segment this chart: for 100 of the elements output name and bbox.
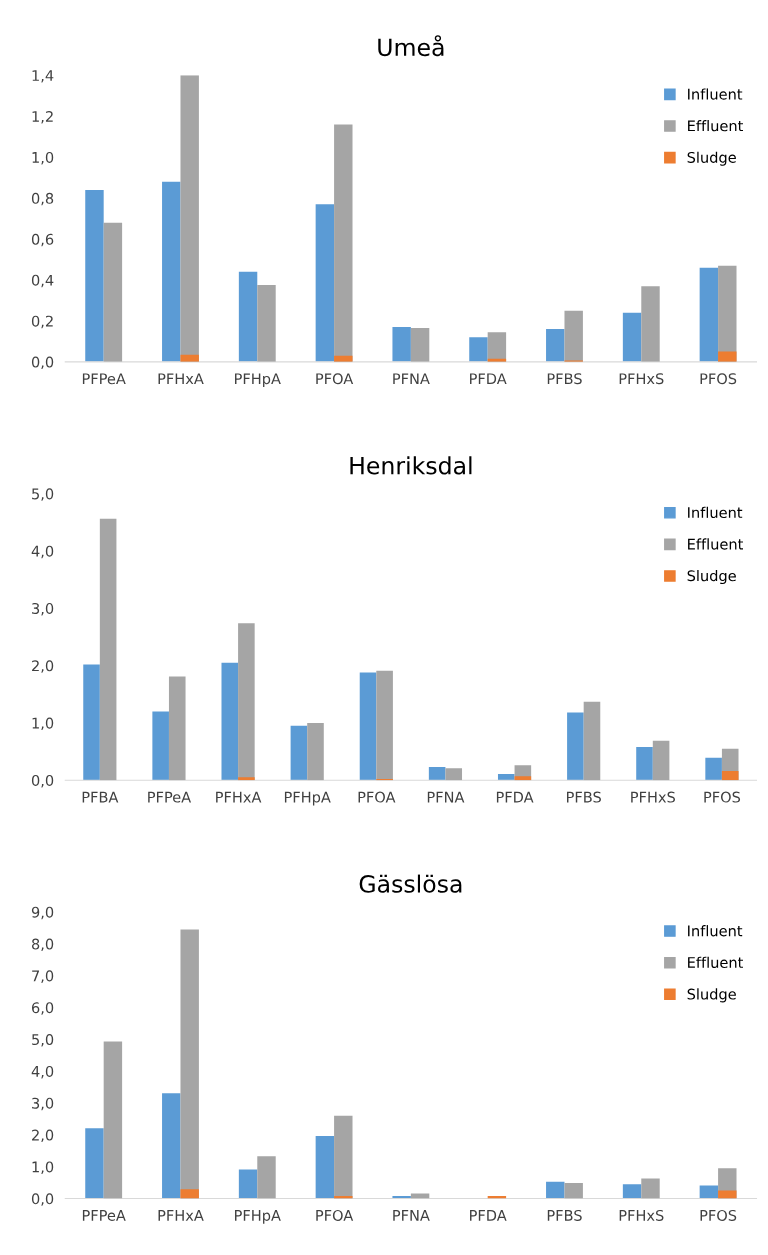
chart-title: Henriksdal — [350, 456, 472, 475]
y-tick-label: 0,0 — [31, 1193, 54, 1206]
legend-label: Effluent — [688, 538, 744, 550]
bar — [564, 1182, 583, 1199]
legend-label: Sludge — [687, 569, 736, 585]
bar — [238, 777, 255, 781]
bar — [315, 1136, 335, 1199]
bar — [514, 776, 532, 781]
bar — [564, 310, 583, 362]
y-tick-label: 8,0 — [31, 938, 54, 952]
y-tick-label: 5,0 — [32, 1034, 54, 1047]
x-tick-label: PFHxA — [158, 373, 204, 385]
x-tick-label: PFOS — [700, 1209, 737, 1221]
x-tick-label: PFBS — [547, 373, 582, 385]
y-tick-label: 4,0 — [31, 1065, 54, 1079]
x-tick-label: PFHxS — [619, 1209, 664, 1221]
bar — [257, 1156, 276, 1199]
bar — [103, 222, 123, 362]
y-tick-label: 3,0 — [32, 602, 54, 616]
bar — [85, 1128, 104, 1199]
y-tick-label: 0,6 — [31, 233, 54, 247]
bar — [699, 267, 719, 362]
bar — [445, 768, 463, 781]
bar — [376, 670, 393, 781]
bar — [168, 676, 186, 781]
bar — [583, 701, 601, 781]
x-tick-label: PFNA — [427, 791, 465, 803]
y-tick-label: 6,0 — [32, 1002, 54, 1015]
y-tick-label: 4,0 — [31, 545, 54, 559]
bar — [238, 1169, 258, 1199]
bar — [290, 725, 308, 781]
bar — [721, 771, 739, 781]
x-tick-label: PFDA — [470, 373, 507, 385]
x-tick-label: PFOA — [358, 791, 396, 803]
x-tick-label: PFNA — [393, 373, 430, 385]
y-tick-label: 7,0 — [32, 970, 54, 983]
x-tick-label: PFPeA — [148, 791, 192, 803]
x-tick-label: PFHpA — [235, 1210, 281, 1224]
bar — [469, 337, 488, 362]
x-tick-label: PFDA — [496, 791, 534, 803]
bar — [641, 1178, 660, 1199]
legend-label: Effluent — [688, 956, 744, 968]
x-tick-label: PFBS — [547, 1209, 582, 1221]
x-tick-label: PFOS — [700, 373, 737, 385]
y-tick-label: 1,0 — [32, 1161, 54, 1174]
x-tick-label: PFHxA — [216, 791, 262, 803]
bar — [652, 740, 670, 781]
x-tick-label: PFHxS — [631, 791, 675, 803]
bar — [428, 767, 446, 781]
x-tick-label: PFHxS — [619, 373, 664, 385]
y-tick-label: 1,2 — [32, 110, 53, 124]
bar — [410, 328, 430, 362]
bar — [180, 1189, 199, 1199]
x-tick-label: PFBA — [82, 791, 119, 803]
bar — [487, 332, 507, 362]
y-tick-label: 0,4 — [31, 274, 54, 288]
y-tick-label: 1,0 — [32, 717, 54, 731]
y-tick-label: 9,0 — [31, 906, 54, 920]
bar — [334, 1115, 353, 1199]
bar — [705, 757, 722, 781]
chart-title: Umeå — [378, 35, 444, 57]
bar — [99, 518, 117, 781]
x-tick-label: PFPeA — [82, 1210, 126, 1221]
bar — [567, 712, 584, 781]
bar — [641, 286, 660, 362]
legend-label: Effluent — [688, 120, 744, 132]
bar — [718, 351, 737, 362]
bar — [83, 664, 100, 781]
x-tick-label: PFBS — [567, 791, 601, 803]
x-tick-label: PFOA — [316, 373, 354, 385]
y-tick-label: 2,0 — [32, 1129, 54, 1143]
x-tick-label: PFNA — [393, 1210, 430, 1221]
x-tick-label: PFHpA — [235, 373, 281, 388]
bar — [636, 746, 653, 781]
y-tick-label: 1,0 — [32, 151, 54, 165]
y-tick-label: 5,0 — [32, 488, 54, 501]
bar — [392, 327, 411, 362]
bar — [497, 773, 515, 781]
y-tick-label: 0,8 — [31, 192, 54, 206]
bar — [221, 662, 239, 781]
x-tick-label: PFOS — [704, 791, 741, 803]
y-tick-label: 3,0 — [32, 1097, 54, 1111]
bar — [162, 181, 181, 362]
bar — [257, 285, 276, 362]
bar — [699, 1185, 719, 1199]
y-tick-label: 0,0 — [31, 774, 54, 788]
y-tick-label: 0,0 — [31, 356, 54, 370]
bar — [103, 1041, 123, 1199]
bar — [85, 189, 104, 362]
legend-label: Sludge — [687, 151, 736, 166]
y-tick-label: 0,2 — [31, 315, 53, 329]
y-tick-label: 1,4 — [32, 70, 54, 83]
x-tick-label: PFHpA — [284, 791, 331, 806]
bar — [152, 711, 169, 781]
bar — [546, 329, 565, 362]
legend-label: Influent — [688, 506, 743, 519]
x-tick-label: PFOA — [316, 1209, 354, 1221]
legend-label: Influent — [688, 88, 743, 100]
bar — [307, 722, 324, 781]
bar — [238, 271, 258, 362]
